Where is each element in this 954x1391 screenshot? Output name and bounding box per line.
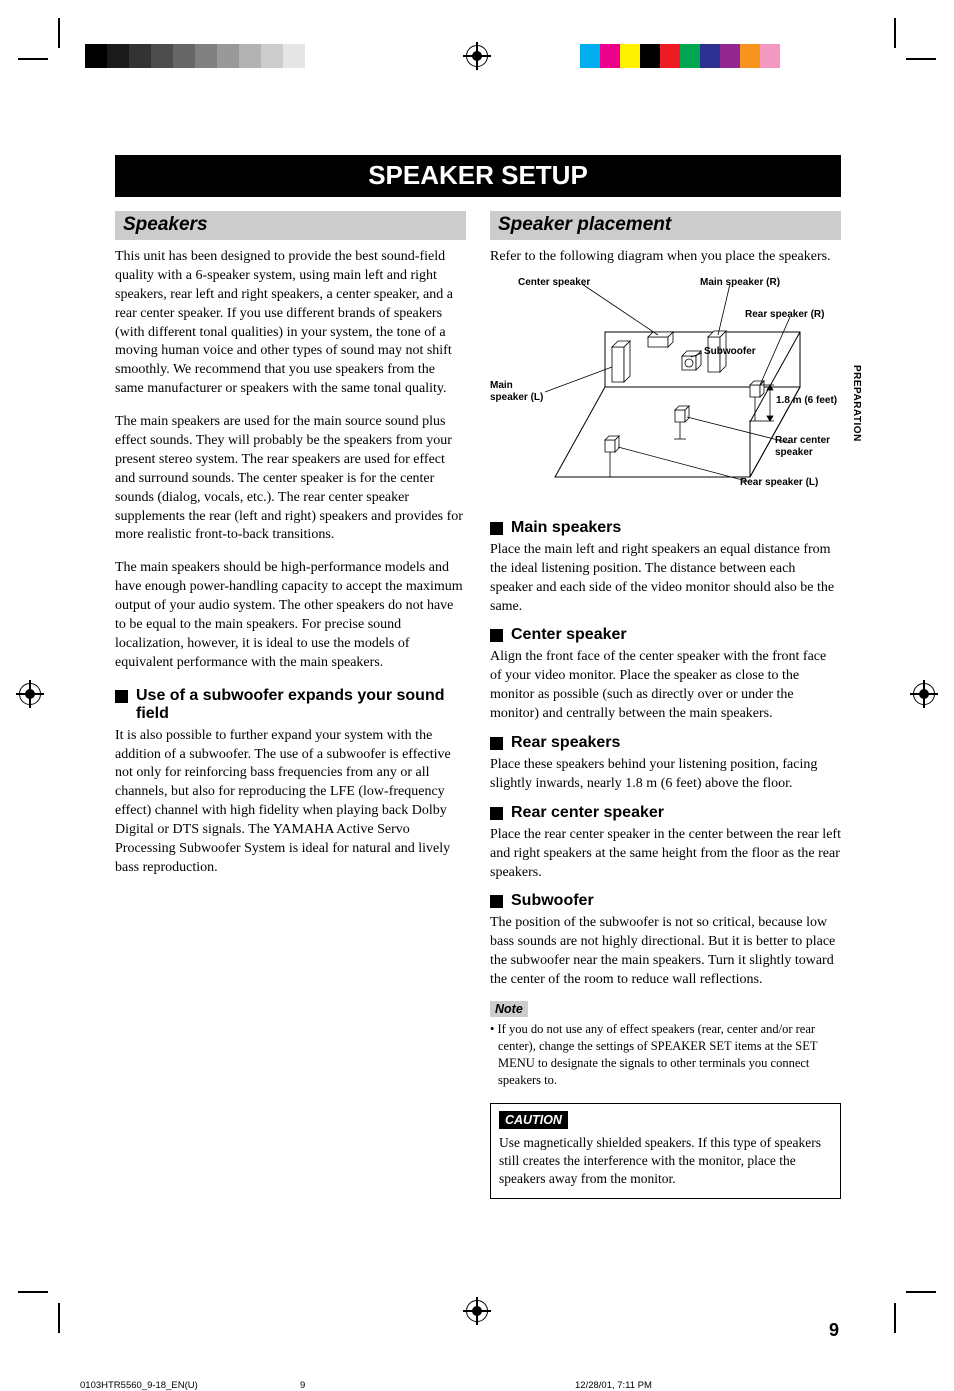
placement-intro: Refer to the following diagram when you …	[490, 248, 841, 267]
registration-mark-left	[18, 682, 42, 706]
rear-speakers-heading-text: Rear speakers	[511, 734, 620, 752]
subwoofer-heading-text: Subwoofer	[511, 892, 594, 910]
center-speaker-heading-text: Center speaker	[511, 626, 627, 644]
diagram-label-main-r: Main speaker (R)	[700, 277, 780, 289]
subwoofer-expand-heading-text: Use of a subwoofer expands your sound fi…	[136, 687, 466, 723]
caution-box: CAUTION Use magnetically shielded speake…	[490, 1103, 841, 1199]
caution-text: Use magnetically shielded speakers. If t…	[499, 1134, 832, 1189]
diagram-label-main-l-2: speaker (L)	[490, 392, 543, 404]
diagram-label-dist: 1.8 m (6 feet)	[776, 395, 837, 407]
note-text-content: If you do not use any of effect speakers…	[498, 1022, 818, 1087]
registration-mark-top	[465, 44, 489, 68]
side-tab-preparation: PREPARATION	[851, 365, 862, 442]
right-column: Speaker placement Refer to the following…	[490, 211, 841, 1199]
subwoofer-para: The position of the subwoofer is not so …	[490, 914, 841, 990]
speaker-diagram: Center speaker Main speaker (R) Rear spe…	[490, 277, 841, 509]
placement-heading: Speaker placement	[490, 211, 841, 240]
footer-date: 12/28/01, 7:11 PM	[575, 1380, 652, 1391]
caution-label: CAUTION	[499, 1111, 568, 1129]
color-bars	[580, 44, 780, 68]
center-speaker-heading: Center speaker	[490, 626, 841, 644]
rear-center-heading: Rear center speaker	[490, 804, 841, 822]
main-speakers-para: Place the main left and right speakers a…	[490, 541, 841, 617]
note-text: • If you do not use any of effect speake…	[490, 1021, 841, 1089]
left-column: Speakers This unit has been designed to …	[115, 211, 466, 1199]
footer-file: 0103HTR5560_9-18_EN(U)	[80, 1380, 198, 1391]
registration-mark-right	[912, 682, 936, 706]
note-label: Note	[490, 1001, 528, 1017]
subwoofer-expand-para: It is also possible to further expand yo…	[115, 727, 466, 878]
greyscale-bars	[85, 44, 305, 68]
diagram-label-sub: Subwoofer	[704, 346, 756, 358]
speakers-heading: Speakers	[115, 211, 466, 240]
page-number: 9	[829, 1320, 839, 1341]
diagram-label-rear-r: Rear speaker (R)	[745, 309, 824, 321]
speakers-para-1: This unit has been designed to provide t…	[115, 248, 466, 399]
footer-page: 9	[300, 1380, 305, 1391]
diagram-label-rear-l: Rear speaker (L)	[740, 477, 818, 489]
main-speakers-heading-text: Main speakers	[511, 519, 621, 537]
subwoofer-expand-heading: Use of a subwoofer expands your sound fi…	[115, 687, 466, 723]
speakers-para-3: The main speakers should be high-perform…	[115, 559, 466, 672]
diagram-label-center: Center speaker	[518, 277, 590, 289]
rear-speakers-para: Place these speakers behind your listeni…	[490, 756, 841, 794]
center-speaker-para: Align the front face of the center speak…	[490, 648, 841, 724]
rear-speakers-heading: Rear speakers	[490, 734, 841, 752]
diagram-label-rear-c-2: speaker	[775, 447, 813, 459]
diagram-label-rear-c-1: Rear center	[775, 435, 830, 447]
rear-center-para: Place the rear center speaker in the cen…	[490, 826, 841, 883]
page-content: SPEAKER SETUP Speakers This unit has bee…	[115, 155, 841, 1199]
registration-mark-bottom	[465, 1299, 489, 1323]
main-speakers-heading: Main speakers	[490, 519, 841, 537]
rear-center-heading-text: Rear center speaker	[511, 804, 664, 822]
diagram-label-main-l-1: Main	[490, 380, 513, 392]
page-title: SPEAKER SETUP	[115, 155, 841, 197]
subwoofer-heading: Subwoofer	[490, 892, 841, 910]
speakers-para-2: The main speakers are used for the main …	[115, 413, 466, 545]
